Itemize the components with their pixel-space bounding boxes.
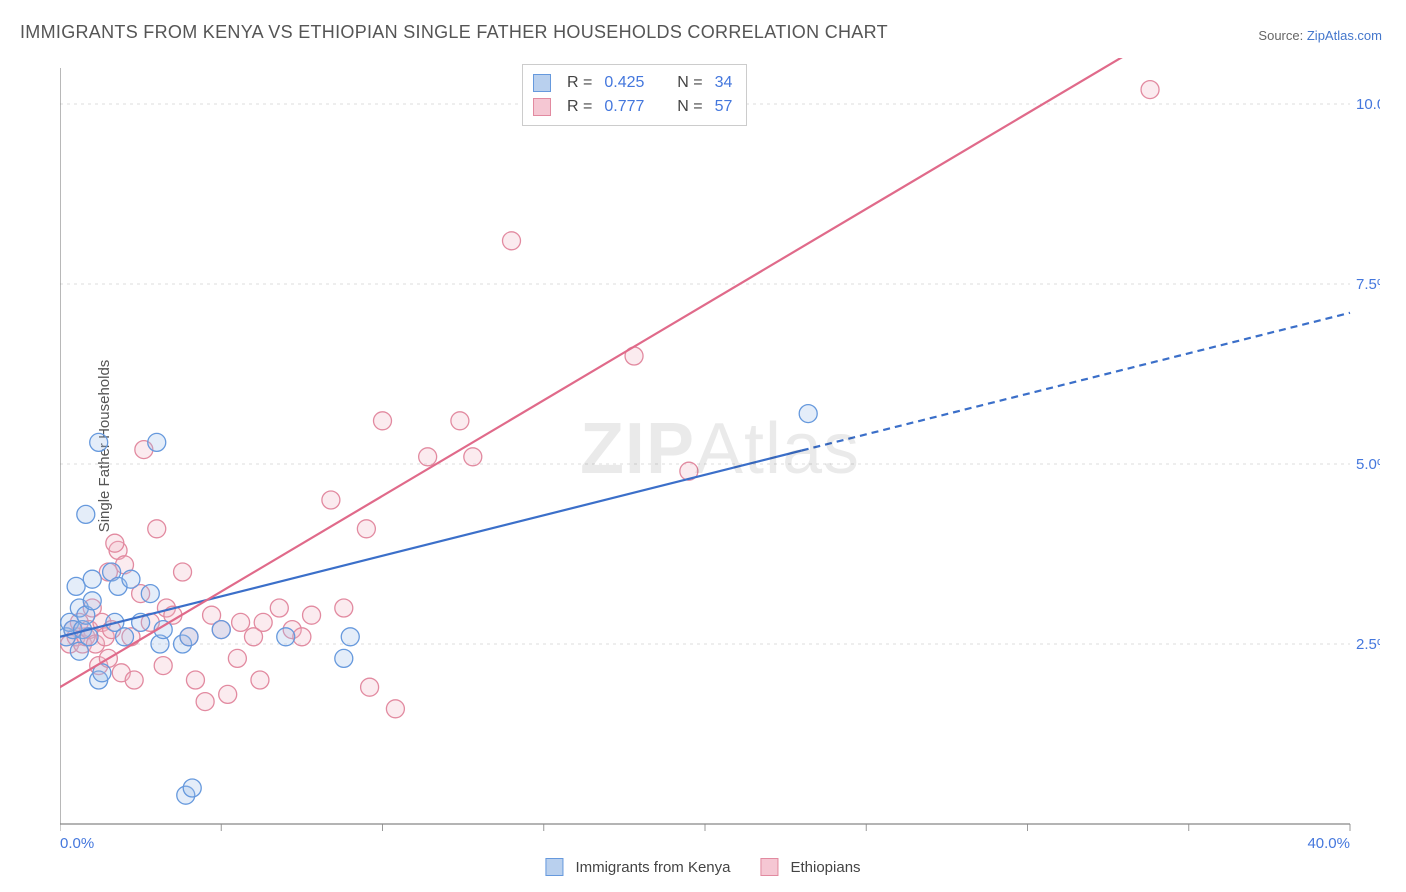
legend-label: Ethiopians bbox=[790, 859, 860, 876]
n-label: N = bbox=[677, 71, 702, 95]
r-value: 0.777 bbox=[604, 95, 644, 119]
swatch-series-1 bbox=[533, 74, 551, 92]
source-label: Source: bbox=[1258, 28, 1303, 43]
r-value: 0.425 bbox=[604, 71, 644, 95]
svg-text:10.0%: 10.0% bbox=[1356, 96, 1380, 113]
swatch-series-1 bbox=[545, 858, 563, 876]
stats-row-series-1: R = 0.425 N = 34 bbox=[533, 71, 732, 95]
stats-row-series-2: R = 0.777 N = 57 bbox=[533, 95, 732, 119]
n-label: N = bbox=[677, 95, 702, 119]
bottom-legend: Immigrants from Kenya Ethiopians bbox=[545, 858, 860, 876]
svg-text:5.0%: 5.0% bbox=[1356, 456, 1380, 473]
r-label: R = bbox=[567, 95, 592, 119]
source-attribution: Source: ZipAtlas.com bbox=[1258, 28, 1382, 43]
r-label: R = bbox=[567, 71, 592, 95]
swatch-series-2 bbox=[760, 858, 778, 876]
swatch-series-2 bbox=[533, 98, 551, 116]
legend-item-series-2: Ethiopians bbox=[760, 858, 860, 876]
chart-area: 2.5%5.0%7.5%10.0%0.0%40.0% ZIPAtlas bbox=[60, 58, 1380, 848]
chart-title: IMMIGRANTS FROM KENYA VS ETHIOPIAN SINGL… bbox=[20, 22, 888, 43]
n-value: 34 bbox=[715, 71, 733, 95]
legend-item-series-1: Immigrants from Kenya bbox=[545, 858, 730, 876]
scatter-chart: 2.5% 5.0% 7.5% 10.0% 0.0% 40.0% bbox=[60, 58, 1380, 848]
source-link[interactable]: ZipAtlas.com bbox=[1307, 28, 1382, 43]
n-value: 57 bbox=[715, 95, 733, 119]
svg-text:40.0%: 40.0% bbox=[1307, 835, 1350, 848]
legend-label: Immigrants from Kenya bbox=[575, 859, 730, 876]
svg-text:0.0%: 0.0% bbox=[60, 835, 94, 848]
svg-text:7.5%: 7.5% bbox=[1356, 276, 1380, 293]
stats-legend: R = 0.425 N = 34 R = 0.777 N = 57 bbox=[522, 64, 747, 126]
svg-text:2.5%: 2.5% bbox=[1356, 636, 1380, 653]
